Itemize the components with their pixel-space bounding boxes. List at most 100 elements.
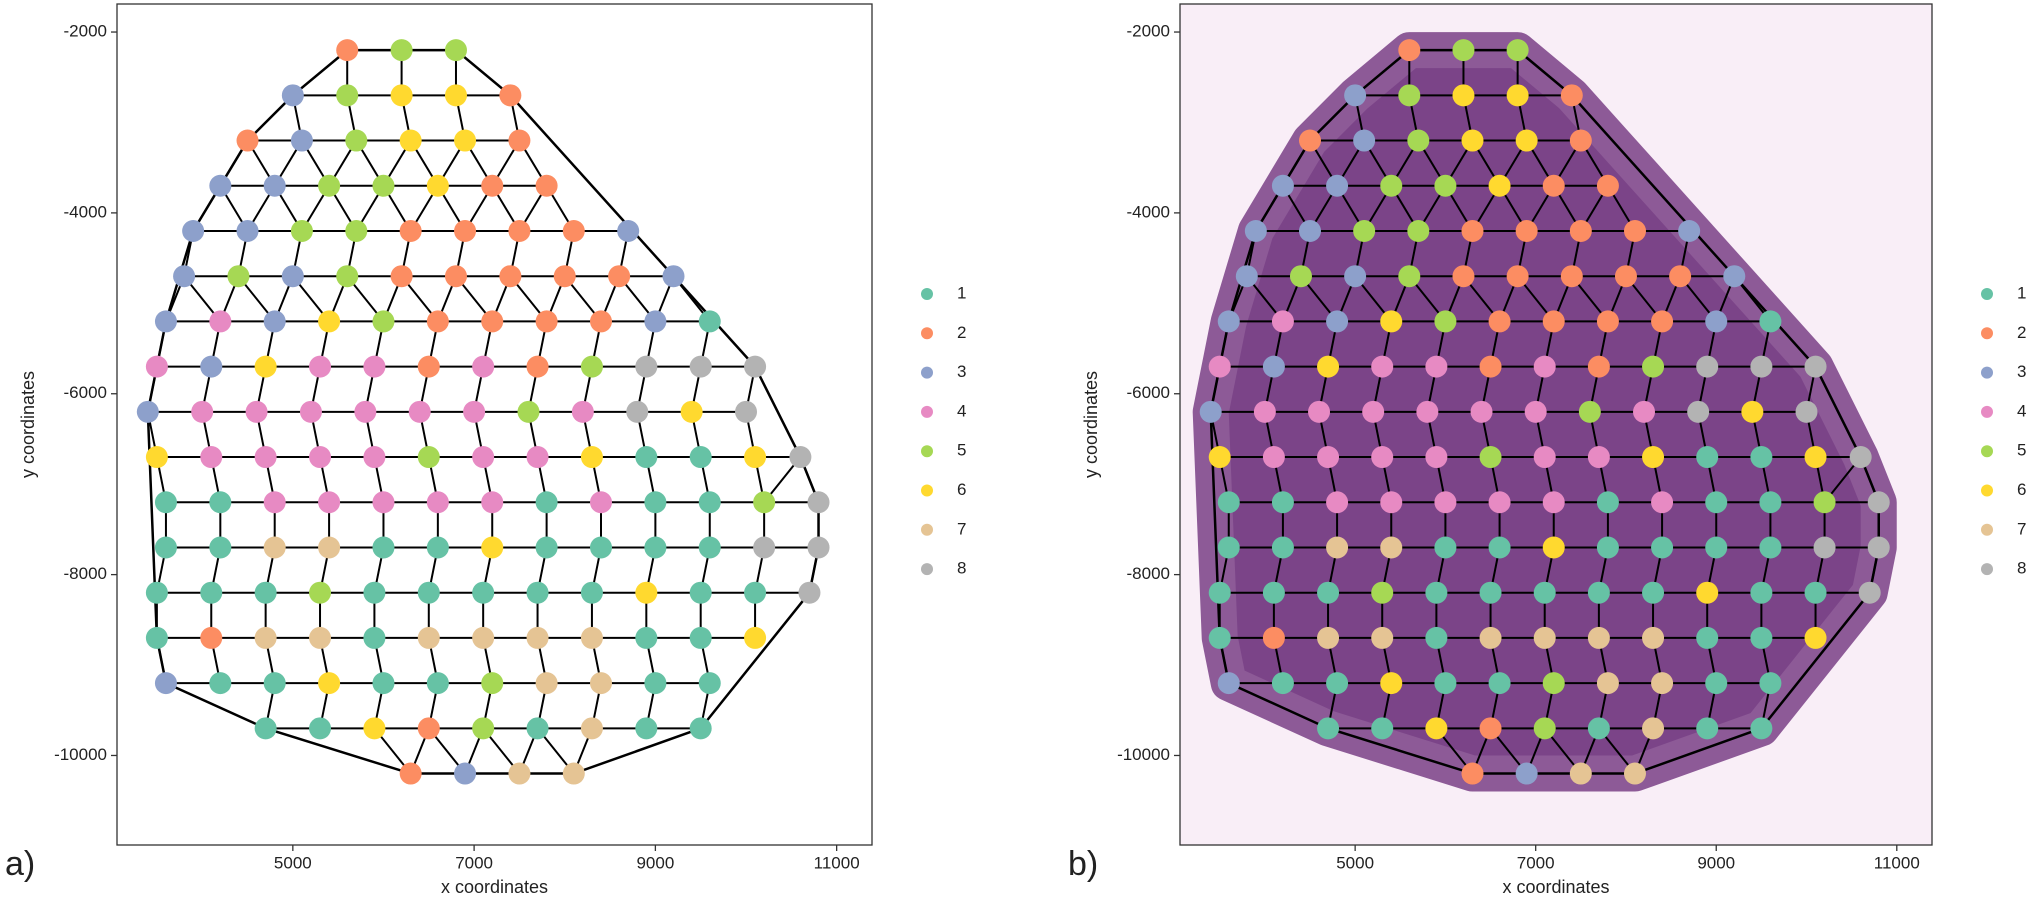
spot — [417, 581, 440, 604]
spot — [154, 310, 177, 333]
spot — [1596, 174, 1619, 197]
spot — [580, 717, 603, 740]
spot — [1642, 355, 1665, 378]
x-tick-label: 5000 — [1336, 853, 1374, 872]
spot — [200, 355, 223, 378]
spot — [1407, 129, 1430, 152]
spot — [209, 491, 232, 514]
spot — [1344, 265, 1367, 288]
spot — [1533, 626, 1556, 649]
legend-swatch — [1981, 405, 1993, 418]
spot — [635, 355, 658, 378]
spot — [744, 581, 767, 604]
spot — [689, 717, 712, 740]
spot — [481, 174, 504, 197]
spot — [1326, 672, 1349, 695]
x-tick-label: 11000 — [814, 853, 860, 872]
spot — [254, 446, 277, 469]
y-tick-label: -2000 — [1127, 22, 1170, 41]
spot — [1642, 626, 1665, 649]
legend-label: 2 — [957, 323, 966, 342]
spot — [145, 355, 168, 378]
spot — [363, 446, 386, 469]
spot — [1262, 581, 1285, 604]
spot — [526, 626, 549, 649]
spot — [426, 310, 449, 333]
spot — [698, 536, 721, 559]
spot — [753, 491, 776, 514]
spot — [1488, 174, 1511, 197]
spot — [1696, 581, 1719, 604]
spot — [508, 129, 531, 152]
spot — [1515, 219, 1538, 242]
spot — [807, 491, 830, 514]
spot — [318, 536, 341, 559]
spot — [1542, 672, 1565, 695]
spot — [417, 717, 440, 740]
spot — [1452, 39, 1475, 62]
spot — [309, 717, 332, 740]
spot — [481, 536, 504, 559]
spot — [318, 672, 341, 695]
x-axis-title: x coordinates — [441, 877, 548, 897]
spot — [1633, 400, 1656, 423]
spot — [508, 219, 531, 242]
legend-swatch — [921, 405, 933, 418]
spot — [454, 762, 477, 785]
legend-label: 5 — [2017, 441, 2026, 460]
spot — [154, 491, 177, 514]
spot — [535, 672, 558, 695]
spot — [1533, 355, 1556, 378]
spot — [417, 355, 440, 378]
y-axis-title: y coordinates — [1081, 371, 1101, 478]
spot — [236, 129, 259, 152]
spot — [1425, 717, 1448, 740]
spot — [1542, 491, 1565, 514]
spot — [1759, 310, 1782, 333]
spot — [1642, 446, 1665, 469]
spot — [1380, 310, 1403, 333]
spot — [1371, 355, 1394, 378]
spot — [1642, 717, 1665, 740]
spot — [1217, 491, 1240, 514]
spot — [426, 672, 449, 695]
spot — [1696, 355, 1719, 378]
y-tick-label: -4000 — [1127, 202, 1170, 221]
spot — [1596, 310, 1619, 333]
legend-label: 5 — [957, 441, 966, 460]
spot — [753, 536, 776, 559]
spot — [254, 717, 277, 740]
x-tick-label: 7000 — [455, 853, 493, 872]
spot — [309, 446, 332, 469]
spot — [1705, 536, 1728, 559]
spot — [309, 581, 332, 604]
legend-swatch — [1981, 288, 1993, 300]
spot — [1353, 129, 1376, 152]
spot — [1533, 446, 1556, 469]
spot — [1244, 219, 1267, 242]
spot — [1208, 446, 1231, 469]
spot — [1434, 672, 1457, 695]
spot — [1289, 265, 1312, 288]
spot — [1750, 446, 1773, 469]
spot — [1741, 400, 1764, 423]
spot — [807, 536, 830, 559]
spot — [1452, 84, 1475, 107]
spot — [635, 626, 658, 649]
spot — [1524, 400, 1547, 423]
spot — [1362, 400, 1385, 423]
spot — [1208, 355, 1231, 378]
spot — [1353, 219, 1376, 242]
spot — [1515, 129, 1538, 152]
spot — [1651, 491, 1674, 514]
spot — [1623, 762, 1646, 785]
spot — [1623, 219, 1646, 242]
spot — [1560, 265, 1583, 288]
spot — [1642, 581, 1665, 604]
spot — [318, 491, 341, 514]
y-tick-label: -10000 — [54, 745, 107, 764]
spot — [1298, 219, 1321, 242]
spot — [1705, 491, 1728, 514]
spot — [535, 491, 558, 514]
y-tick-label: -10000 — [1117, 745, 1170, 764]
